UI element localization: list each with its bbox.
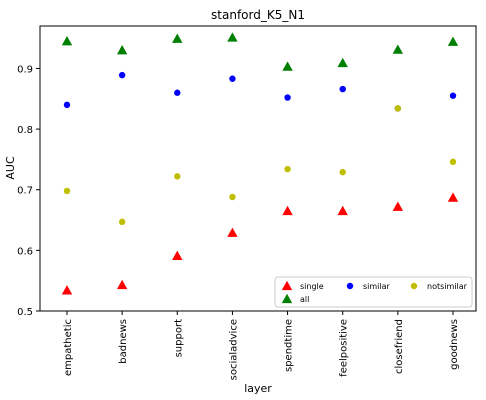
notsimilar-point [174, 173, 181, 180]
series-notsimilar [63, 105, 457, 226]
legend-marker-notsimilar [410, 282, 418, 290]
y-tick-label: 0.8 [17, 125, 33, 136]
all-point [282, 61, 293, 71]
legend-marker-single [281, 280, 293, 291]
all-point [337, 57, 348, 68]
notsimilar-point [449, 158, 457, 166]
legend-marker-similar [346, 282, 354, 290]
y-tick-label: 0.9 [17, 64, 33, 75]
all-point [447, 36, 459, 46]
single-point [227, 227, 238, 237]
similar-point [339, 85, 346, 93]
single-point [282, 205, 293, 216]
single-point [172, 250, 183, 260]
legend-box [274, 276, 473, 308]
all-point [392, 44, 404, 54]
all-point [116, 45, 128, 55]
notsimilar-point [339, 168, 346, 176]
y-axis-label: AUC [4, 156, 17, 180]
y-axis-ticks: 0.5 0.6 0.7 0.8 0.9 [17, 64, 40, 318]
similar-point [284, 94, 291, 101]
x-axis-ticks: empathetic badnews support socialadvice spen… [63, 311, 460, 380]
x-tick-label: support [173, 319, 184, 357]
legend-label-similar: similar [363, 282, 391, 291]
x-tick-label: goodnews [449, 319, 460, 370]
x-tick-label: closefriend [394, 319, 405, 374]
similar-point [449, 92, 457, 99]
chart-title: stanford_K5_N1 [211, 8, 305, 22]
y-tick-label: 0.7 [17, 186, 33, 197]
single-point [447, 192, 459, 202]
single-point [337, 205, 348, 216]
notsimilar-point [118, 218, 126, 226]
legend-label-notsimilar: notsimilar [427, 282, 468, 291]
notsimilar-point [63, 187, 71, 195]
x-tick-label: spendtime [284, 319, 295, 372]
single-point [116, 279, 128, 290]
similar-point [63, 101, 71, 109]
legend-marker-all [281, 293, 293, 304]
single-point [392, 201, 404, 211]
x-tick-label: feelpositive [339, 319, 350, 377]
x-tick-label: socialadvice [228, 319, 239, 380]
series-all [61, 32, 459, 71]
y-tick-label: 0.5 [17, 307, 33, 318]
similar-point [118, 71, 126, 79]
y-tick-label: 0.6 [17, 246, 33, 257]
plot-frame [39, 25, 477, 312]
legend-label-single: single [300, 282, 324, 291]
data-marks [61, 32, 459, 295]
all-point [61, 35, 73, 46]
single-point [61, 285, 73, 295]
x-axis-label: layer [244, 382, 272, 395]
notsimilar-point [229, 193, 236, 201]
notsimilar-point [284, 165, 291, 173]
legend: single all similar notsimilar [274, 276, 473, 308]
x-tick-label: empathetic [63, 319, 74, 376]
all-point [227, 32, 238, 42]
similar-point [229, 75, 236, 82]
similar-point [174, 89, 181, 96]
notsimilar-point [394, 105, 402, 112]
series-single [61, 192, 459, 295]
x-tick-label: badnews [118, 319, 129, 364]
legend-label-all: all [300, 295, 309, 304]
series-similar [63, 71, 457, 112]
all-point [172, 33, 183, 43]
